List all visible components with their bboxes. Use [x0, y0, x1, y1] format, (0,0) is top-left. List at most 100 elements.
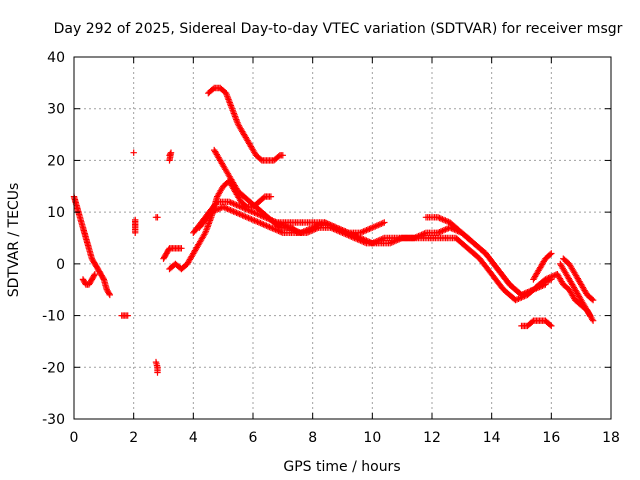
- data-point-marker: [308, 227, 315, 235]
- data-point-marker: [272, 218, 279, 225]
- data-point-marker: [358, 229, 366, 236]
- data-point-marker: [132, 229, 139, 236]
- data-point-marker: [231, 208, 239, 216]
- data-point-marker: [375, 221, 382, 229]
- data-point-marker: [336, 225, 343, 233]
- data-point-marker: [331, 223, 339, 231]
- data-point-marker: [305, 229, 312, 236]
- x-tick-label: 10: [363, 430, 381, 446]
- x-tick-label: 4: [189, 430, 198, 446]
- data-point-marker: [227, 199, 234, 206]
- data-point-marker: [217, 205, 224, 212]
- data-point-marker: [221, 204, 228, 211]
- y-axis-title: SDTVAR / TECUs: [6, 183, 22, 298]
- data-point-marker: [393, 237, 400, 244]
- data-point-marker: [546, 321, 554, 329]
- data-point-marker: [378, 220, 385, 227]
- data-point-marker: [515, 295, 522, 302]
- data-point-marker: [254, 218, 261, 225]
- data-point-marker: [512, 296, 519, 304]
- data-point-marker: [234, 210, 242, 217]
- data-point-marker: [124, 312, 131, 319]
- data-point-marker: [455, 228, 462, 235]
- data-point-marker: [381, 219, 388, 226]
- x-tick-label: 8: [308, 430, 317, 446]
- data-point-marker: [311, 226, 318, 233]
- data-point-marker: [537, 283, 545, 290]
- data-point-marker: [434, 214, 442, 221]
- y-tick-label: -30: [42, 412, 65, 428]
- data-point-marker: [257, 219, 264, 227]
- x-tick-label: 6: [249, 430, 258, 446]
- x-tick-label: 12: [423, 430, 441, 446]
- data-point-marker: [412, 234, 419, 241]
- data-point-marker: [396, 236, 403, 243]
- data-point-marker: [328, 222, 336, 229]
- data-point-marker: [249, 208, 257, 216]
- data-point-marker: [243, 214, 251, 221]
- y-tick-label: 0: [56, 257, 65, 273]
- data-point-marker: [525, 288, 533, 295]
- data-point-marker: [369, 224, 376, 231]
- data-point-marker: [390, 238, 397, 246]
- x-tick-label: 14: [483, 430, 501, 446]
- data-point-marker: [325, 221, 333, 228]
- data-point-marker: [261, 214, 269, 221]
- axis-ticks: 0 2 4 6 8 10 12 14 16 18 -30 -20 -10 0 10 20 30 40: [42, 50, 620, 446]
- data-point-marker: [178, 245, 185, 252]
- data-point-marker: [442, 217, 449, 224]
- data-point-marker: [236, 203, 243, 210]
- data-point-marker: [528, 287, 536, 294]
- data-point-marker: [252, 210, 260, 217]
- y-tick-label: -20: [42, 360, 65, 376]
- data-point-marker: [266, 223, 273, 231]
- data-point-marker: [545, 277, 552, 284]
- data-point-marker: [214, 206, 221, 213]
- plot-frame: [73, 56, 612, 420]
- data-point-marker: [239, 204, 246, 211]
- data-point-marker: [589, 317, 597, 324]
- data-point-marker: [521, 290, 528, 297]
- y-tick-label: 10: [47, 205, 65, 221]
- data-point-marker: [276, 228, 284, 235]
- data-point-marker: [211, 207, 218, 215]
- data-point-marker: [437, 215, 445, 222]
- y-tick-label: -10: [42, 309, 65, 325]
- data-point-marker: [233, 201, 240, 209]
- data-point-marker: [269, 217, 276, 224]
- data-point-marker: [361, 239, 369, 246]
- data-point-marker: [355, 236, 363, 244]
- data-point-marker: [227, 207, 234, 214]
- data-point-marker: [166, 157, 173, 164]
- data-point-marker: [246, 215, 254, 222]
- data-point-marker: [449, 225, 457, 233]
- data-point-marker: [531, 285, 539, 293]
- data-point-marker: [90, 272, 98, 279]
- data-point-marker: [589, 316, 596, 323]
- y-tick-label: 40: [47, 50, 65, 66]
- x-tick-label: 2: [129, 430, 138, 446]
- data-point-marker: [260, 221, 267, 228]
- data-point-marker: [364, 226, 372, 233]
- data-point-marker: [322, 219, 330, 227]
- data-point-marker: [105, 290, 113, 297]
- data-point-marker: [358, 238, 366, 245]
- data-point-marker: [267, 193, 275, 200]
- data-point-marker: [534, 284, 542, 291]
- data-point-marker: [588, 295, 596, 303]
- data-point-marker: [237, 211, 245, 218]
- data-point-marker: [415, 232, 422, 240]
- data-point-marker: [251, 217, 258, 224]
- data-point-marker: [224, 205, 231, 213]
- data-point-marker: [372, 223, 379, 230]
- data-point-marker: [154, 214, 161, 221]
- data-point-marker: [548, 276, 555, 283]
- data-point-marker: [352, 235, 360, 242]
- data-point-marker: [258, 212, 266, 220]
- x-tick-label: 18: [602, 430, 620, 446]
- data-markers: [70, 84, 597, 376]
- data-point-marker: [442, 226, 449, 233]
- data-point-marker: [279, 152, 286, 159]
